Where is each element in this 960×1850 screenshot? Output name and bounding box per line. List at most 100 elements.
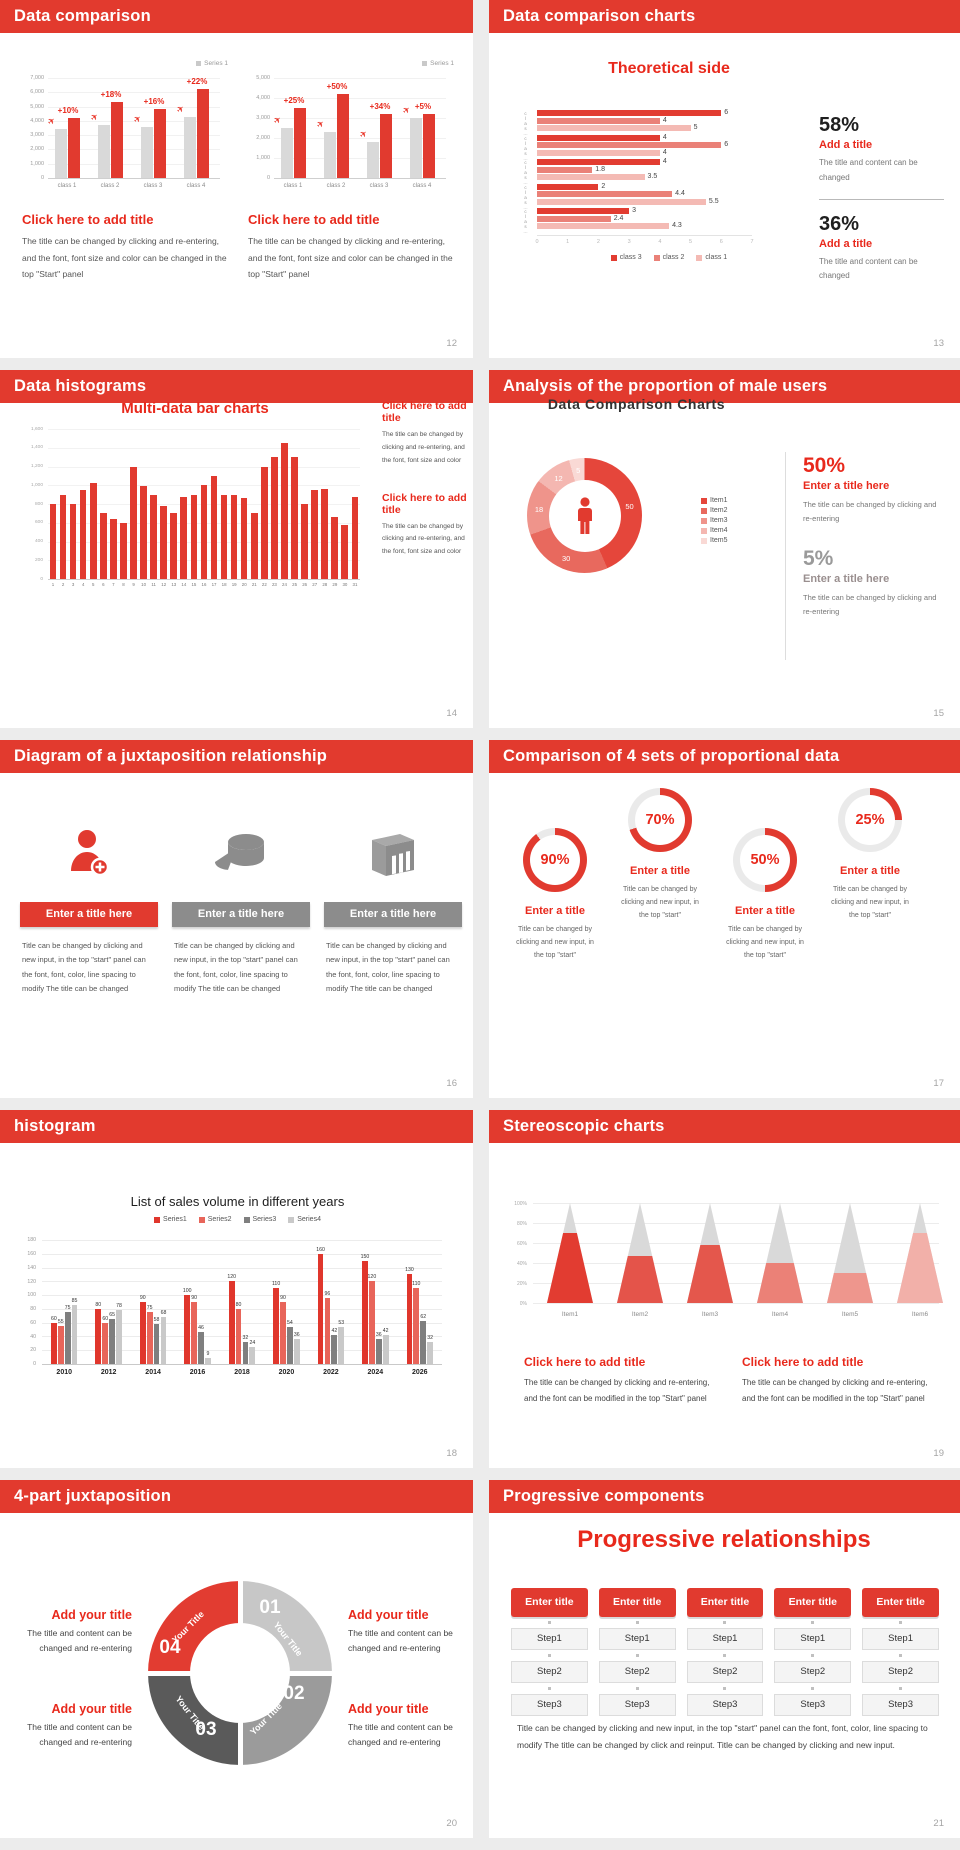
slide-data-comparison-charts[interactable]: Data comparison charts Theoretical side … <box>489 0 960 358</box>
cone <box>897 1203 943 1303</box>
horizontal-bar-chart: clas… 6 4 5 clas… 4 6 4 clas… 4 1.8 3.5 clas… 2 4.4 5.5… <box>521 109 813 248</box>
page-number: 20 <box>446 1818 457 1829</box>
x-tick-label: 24 <box>282 582 287 587</box>
legend-swatch <box>701 527 707 534</box>
bar-value-label: 4.3 <box>672 222 682 230</box>
slide-stereoscopic-charts[interactable]: Stereoscopic charts 100% 80% 60% 40% 20% 0% It… <box>489 1110 960 1468</box>
grid-line <box>533 1223 939 1224</box>
grid-line <box>274 178 446 179</box>
bar-value-label: 5 <box>693 124 698 132</box>
slide-header: histogram <box>0 1110 473 1143</box>
bar <box>190 494 198 579</box>
bar <box>240 498 248 579</box>
y-category-label: clas… <box>523 111 528 136</box>
slide-header: Data histograms <box>0 370 473 403</box>
x-tick-label: 14 <box>181 582 187 587</box>
legend-item: Series3 <box>243 1216 276 1223</box>
x-tick-label: class 1 <box>283 183 303 189</box>
legend-swatch <box>198 1216 205 1223</box>
progress-column: Enter title Step1 Step2 Step3 <box>862 1588 939 1716</box>
stat-body: The title and content can be changed <box>819 158 918 182</box>
bar-value-label: 55 <box>57 1319 64 1326</box>
bar <box>191 1302 197 1364</box>
delta-label: +22% <box>186 77 208 87</box>
legend-swatch <box>701 537 707 544</box>
progress-column: Enter title Step1 Step2 Step3 <box>511 1588 588 1716</box>
bar <box>537 149 660 156</box>
connector-dot <box>547 1687 551 1690</box>
block-title: Click here to add title <box>382 491 467 516</box>
gauge-value: 25% <box>845 795 895 845</box>
juxtaposition-column: Enter a title here Title can be changed … <box>172 822 310 996</box>
stat-body: The title and content can be changed <box>819 256 918 281</box>
legend-label: class 2 <box>662 254 685 261</box>
side-panel: Click here to add title The title can be… <box>382 400 468 583</box>
x-tick-label: 13 <box>171 582 177 587</box>
divider <box>819 198 944 200</box>
segment-number: 03 <box>195 1719 217 1740</box>
title-banner: Enter a title here <box>324 902 462 927</box>
y-tick-label: 1,000 <box>30 482 43 488</box>
segment-gap <box>237 1721 243 1765</box>
slide-proportional-data[interactable]: Comparison of 4 sets of proportional dat… <box>489 740 960 1098</box>
stat-percent: 36% <box>819 212 860 235</box>
legend-swatch <box>701 517 707 524</box>
slide-title: Analysis of the proportion of male users <box>503 377 828 395</box>
bar <box>130 466 137 579</box>
y-tick-label: 1,400 <box>30 445 43 451</box>
y-tick-label: 140 <box>27 1264 36 1271</box>
bar <box>49 504 57 579</box>
slide-header: Progressive components <box>489 1480 960 1513</box>
enter-title-button: Enter title <box>686 1588 764 1617</box>
page-number: 18 <box>446 1448 457 1459</box>
slide-juxtaposition-diagram[interactable]: Diagram of a juxtaposition relationship … <box>0 740 473 1098</box>
bar <box>338 1327 345 1364</box>
juxtaposition-column: Enter a title here Title can be changed … <box>324 822 462 996</box>
block-body: The title can be changed by clicking and… <box>382 431 465 464</box>
slide-header: 4-part juxtaposition <box>0 1480 473 1513</box>
enter-title-button: Enter title <box>598 1588 676 1617</box>
legend-item: Item4 <box>701 527 728 534</box>
bar-value-label: 60 <box>102 1315 109 1322</box>
block-body: Title can be changed by clicking and new… <box>174 941 298 993</box>
page-number: 19 <box>933 1448 944 1459</box>
bar <box>50 1322 57 1364</box>
bar <box>64 1312 71 1364</box>
bar <box>59 494 67 579</box>
block-title: Click here to add title <box>524 1355 646 1369</box>
slide-data-histograms[interactable]: Data histograms Multi-data bar charts 1,… <box>0 370 473 728</box>
slide-4-part-juxtaposition[interactable]: 4-part juxtaposition 01 Your Title 02 Your … <box>0 1480 473 1838</box>
slide-histogram[interactable]: histogram List of sales volume in differ… <box>0 1110 473 1468</box>
bar-value-label: 90 <box>139 1295 146 1301</box>
connector-dot <box>635 1687 639 1690</box>
bar <box>198 1332 204 1364</box>
slide-header: Data comparison charts <box>489 0 960 33</box>
slide-male-users-analysis[interactable]: Analysis of the proportion of male users… <box>489 370 960 728</box>
x-tick-label: 12 <box>161 582 167 587</box>
bar <box>139 1302 146 1364</box>
slice-value-label: 5 <box>576 465 581 475</box>
y-tick-label: 5,000 <box>30 103 44 110</box>
grid-line <box>48 466 360 468</box>
stat-percent: 50% <box>803 454 846 477</box>
paper-plane-icon: ✈ <box>174 102 187 115</box>
bar <box>423 114 435 178</box>
y-tick-label: 20 <box>30 1347 36 1354</box>
x-tick-label: 26 <box>302 582 308 587</box>
grid-line <box>48 135 220 137</box>
slide-data-comparison[interactable]: Data comparison Series 1 7,000 6,000 5,000… <box>0 0 473 358</box>
slide-progressive-components[interactable]: Progressive components Progressive relat… <box>489 1480 960 1838</box>
grid-line <box>48 429 360 430</box>
cone <box>757 1203 803 1303</box>
x-tick-label: 2022 <box>323 1369 339 1376</box>
block-body: The title can be changed by clicking and… <box>382 522 465 556</box>
x-tick-label: 23 <box>271 582 277 587</box>
bar <box>111 102 123 178</box>
bar-value-label: 5.5 <box>708 197 719 205</box>
juxtaposition-column: Enter a title here Title can be changed … <box>20 822 158 996</box>
legend-label: Item5 <box>710 537 728 544</box>
bar <box>368 1281 375 1364</box>
grid-line <box>42 1253 442 1255</box>
stat-title: Add a title <box>819 139 873 151</box>
grid-line <box>533 1203 939 1204</box>
